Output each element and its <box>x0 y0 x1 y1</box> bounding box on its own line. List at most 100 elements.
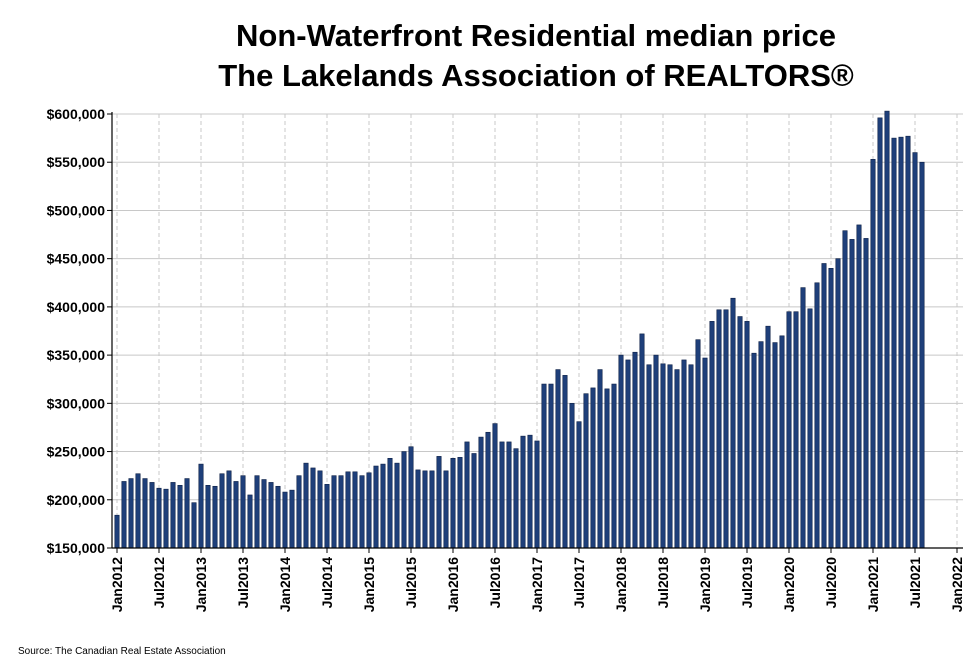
bar <box>842 230 848 549</box>
bar <box>317 470 323 549</box>
bar <box>835 258 841 549</box>
bar <box>485 431 491 549</box>
x-tick-label: Jan2017 <box>529 557 545 612</box>
bar <box>191 502 197 549</box>
bar <box>674 369 680 549</box>
bar <box>205 485 211 549</box>
bar <box>870 159 876 549</box>
bar <box>275 485 281 549</box>
bar <box>303 462 309 549</box>
bar <box>408 446 414 549</box>
bar <box>443 470 449 549</box>
bar <box>779 335 785 549</box>
bar <box>877 117 883 549</box>
bar <box>471 453 477 549</box>
bar <box>716 309 722 549</box>
bar <box>254 475 260 549</box>
x-tick-label: Jan2021 <box>865 557 881 612</box>
bar <box>401 451 407 549</box>
bar <box>436 456 442 549</box>
bar <box>758 341 764 549</box>
bar <box>247 494 253 549</box>
bar <box>135 473 141 549</box>
bar <box>422 470 428 549</box>
bar <box>289 489 295 549</box>
axes <box>107 112 963 553</box>
y-tick-label: $150,000 <box>47 540 106 556</box>
bar <box>912 152 918 549</box>
bar <box>142 478 148 549</box>
bar <box>450 458 456 549</box>
bar <box>212 485 218 549</box>
bar <box>884 110 890 549</box>
bar <box>639 333 645 549</box>
bar <box>394 462 400 549</box>
bar <box>149 482 155 549</box>
bar <box>569 403 575 549</box>
bar <box>198 463 204 549</box>
y-tick-label: $350,000 <box>47 347 106 363</box>
x-tick-label: Jan2015 <box>361 557 377 612</box>
bar <box>688 364 694 549</box>
bar <box>772 342 778 549</box>
x-tick-label: Jul2016 <box>487 557 503 609</box>
bar <box>555 369 561 549</box>
bar <box>282 491 288 549</box>
x-axis-tick-labels: Jan2012 Jul2012 Jan2013 Jul2013 Jan2014 Jul20… <box>109 557 965 612</box>
bar <box>268 482 274 549</box>
bar <box>499 441 505 549</box>
bar <box>597 369 603 549</box>
x-tick-label: Jul2020 <box>823 557 839 609</box>
bar <box>807 308 813 549</box>
y-tick-label: $500,000 <box>47 202 106 218</box>
bar <box>184 478 190 549</box>
bar <box>562 375 568 549</box>
x-tick-label: Jan2018 <box>613 557 629 612</box>
bar <box>457 457 463 549</box>
bar <box>387 458 393 549</box>
bar <box>660 363 666 549</box>
bar <box>114 514 120 549</box>
y-tick-label: $200,000 <box>47 492 106 508</box>
bar <box>121 481 127 549</box>
chart-title-line-1: Non-Waterfront Residential median price <box>236 18 836 53</box>
bar <box>604 388 610 549</box>
bar <box>240 475 246 549</box>
bar <box>359 475 365 549</box>
bar <box>744 321 750 549</box>
x-tick-label: Jul2018 <box>655 557 671 609</box>
bar-series <box>114 110 925 549</box>
bar <box>646 364 652 549</box>
chart-title-line-2: The Lakelands Association of REALTORS® <box>218 58 854 93</box>
bar <box>352 471 358 549</box>
bar <box>324 484 330 549</box>
x-tick-label: Jul2014 <box>319 557 335 609</box>
bar <box>702 357 708 549</box>
bar <box>814 282 820 549</box>
bar <box>373 465 379 549</box>
bar <box>681 359 687 549</box>
bar <box>737 316 743 549</box>
x-tick-label: Jan2012 <box>109 557 125 612</box>
bar <box>534 440 540 549</box>
bar <box>856 224 862 549</box>
y-axis-tick-labels: $150,000 $200,000 $250,000 $300,000 $350,000… <box>47 106 106 556</box>
bar <box>527 434 533 549</box>
bar <box>156 487 162 549</box>
x-tick-label: Jul2012 <box>151 557 167 609</box>
bar <box>849 239 855 549</box>
bar <box>576 421 582 549</box>
bar <box>786 311 792 549</box>
bar <box>611 383 617 549</box>
bar <box>177 485 183 549</box>
bar <box>219 473 225 549</box>
bar <box>338 475 344 549</box>
bar <box>520 435 526 549</box>
bar <box>765 325 771 549</box>
bar <box>709 321 715 549</box>
bar <box>226 470 232 549</box>
bar <box>618 354 624 549</box>
bar <box>506 441 512 549</box>
bar <box>625 359 631 549</box>
